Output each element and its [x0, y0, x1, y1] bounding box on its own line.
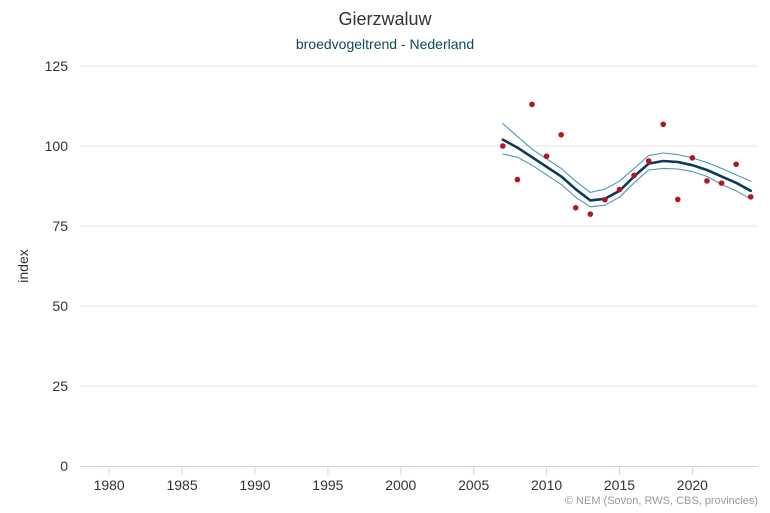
y-axis-label: index: [15, 249, 31, 282]
x-tick-label: 2005: [458, 477, 489, 493]
grid-lines: [80, 65, 758, 387]
index-point: [558, 132, 564, 138]
trend-line: [501, 138, 752, 202]
y-tick-label: 75: [52, 218, 68, 234]
x-tick-label: 2000: [385, 477, 416, 493]
y-tick-label: 125: [45, 58, 69, 74]
x-tick-label: 1995: [312, 477, 343, 493]
credits-link[interactable]: © NEM (Sovon, RWS, CBS, provincies): [564, 495, 758, 507]
index-point: [602, 196, 608, 203]
chart-title: Gierzwaluw: [338, 9, 432, 29]
chart-subtitle: broedvogeltrend - Nederland: [295, 36, 475, 52]
index-point: [645, 158, 652, 164]
index-point: [500, 143, 506, 149]
x-tick-label: 1990: [239, 477, 270, 493]
index-point: [675, 196, 681, 203]
x-tick-label: 1985: [166, 477, 197, 493]
x-tick-label: 2010: [531, 477, 562, 493]
data-series: [500, 101, 754, 217]
index-point: [572, 204, 579, 211]
x-tick-label: 2020: [677, 477, 708, 493]
y-tick-label: 25: [52, 378, 68, 394]
index-point: [514, 176, 521, 183]
y-tick-label: 50: [52, 298, 68, 314]
y-tick-label: 0: [60, 458, 68, 474]
index-point: [529, 101, 535, 108]
x-tick-label: 1980: [94, 477, 125, 493]
index-point: [704, 178, 710, 184]
index-point: [660, 121, 667, 128]
y-tick-label: 100: [45, 138, 69, 154]
index-point: [689, 155, 696, 161]
index-point: [733, 161, 739, 168]
index-point: [747, 194, 754, 200]
index-point: [587, 211, 594, 217]
y-axis: 0 25 50 75 100 125: [45, 58, 69, 474]
index-point: [543, 153, 550, 160]
index-point: [631, 172, 637, 179]
x-axis: 1980 1985 1990 1995 2000 2005 2010 2015 2020: [80, 466, 758, 493]
index-point: [718, 180, 725, 186]
index-point: [616, 186, 623, 193]
lower-bound-line: [502, 153, 752, 208]
x-tick-label: 2015: [604, 477, 635, 493]
